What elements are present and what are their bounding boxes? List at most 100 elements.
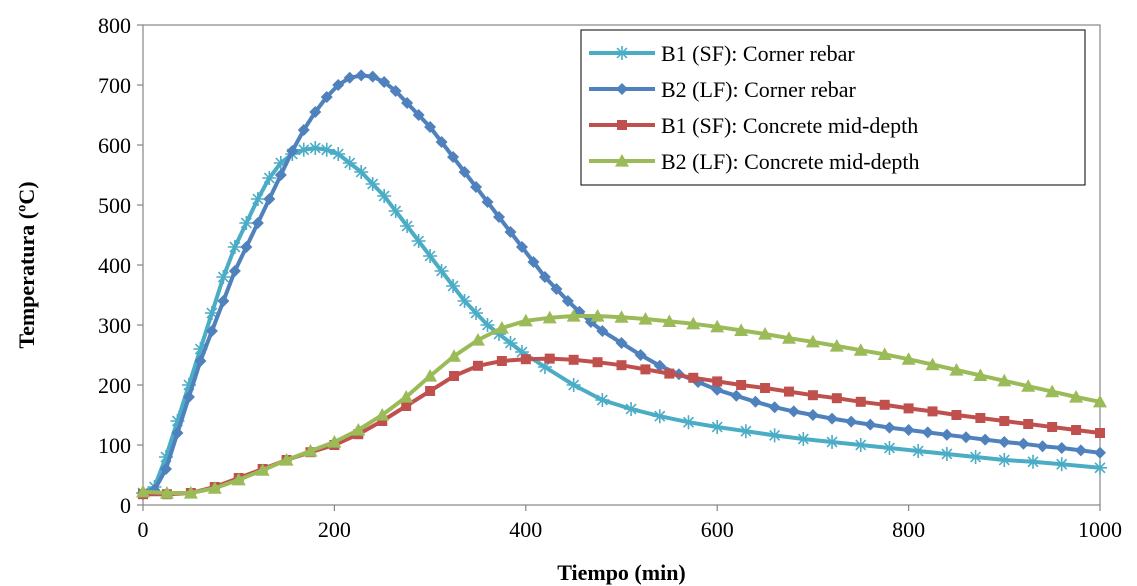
data-point (975, 413, 986, 423)
data-point (520, 354, 531, 365)
data-point (616, 360, 627, 371)
data-point (182, 391, 195, 403)
data-point (566, 378, 581, 392)
data-point (296, 142, 311, 157)
data-point (1094, 446, 1106, 459)
legend-marker (615, 46, 629, 60)
data-point (377, 416, 388, 426)
data-point (159, 486, 174, 499)
data-point (662, 314, 677, 327)
data-point (730, 389, 743, 402)
data-point (239, 216, 254, 230)
data-point (805, 334, 820, 348)
data-point (492, 327, 507, 341)
data-point (1021, 379, 1036, 392)
data-point (378, 76, 391, 88)
data-point (760, 383, 771, 393)
data-point (624, 402, 639, 416)
data-point (274, 169, 287, 181)
data-point (425, 386, 436, 396)
data-point (807, 390, 818, 401)
data-point (447, 151, 460, 163)
data-point (401, 401, 412, 411)
data-point (781, 331, 796, 344)
data-point (279, 453, 294, 466)
data-point (424, 121, 437, 133)
data-point (768, 401, 781, 414)
data-point (377, 189, 392, 203)
data-point (653, 359, 666, 372)
data-point (366, 70, 379, 83)
data-point (351, 423, 366, 436)
data-point (136, 484, 150, 498)
data-point (681, 415, 696, 430)
data-point (738, 424, 753, 439)
data-point (1095, 428, 1105, 438)
data-point (855, 396, 866, 407)
data-point (544, 353, 555, 364)
data-point (927, 406, 938, 417)
data-point (634, 349, 647, 361)
data-point (1036, 440, 1049, 453)
y-tick-label: 200 (98, 373, 131, 398)
x-tick-label: 400 (509, 517, 542, 542)
y-axis-title: Temperatura (ºC) (14, 181, 39, 348)
data-point (688, 372, 699, 383)
data-point (595, 393, 610, 407)
data-point (217, 295, 230, 307)
data-point (1055, 442, 1068, 454)
data-point (561, 295, 574, 307)
data-point (825, 435, 840, 449)
data-point (183, 486, 198, 499)
data-point (472, 360, 483, 371)
data-point (493, 211, 506, 223)
data-point (1093, 394, 1107, 408)
data-point (194, 355, 207, 367)
data-point (227, 240, 242, 254)
data-point (286, 145, 299, 157)
data-point (458, 166, 471, 178)
data-point (423, 249, 438, 263)
data-point (170, 414, 185, 428)
data-point (787, 405, 800, 418)
data-point (207, 481, 222, 494)
data-point (181, 378, 196, 392)
data-point (514, 345, 529, 359)
data-point (204, 306, 219, 320)
data-point (596, 325, 609, 337)
data-point (255, 463, 270, 476)
legend-label: B2 (LF): Corner rebar (661, 77, 857, 102)
data-point (470, 333, 485, 346)
y-tick-label: 100 (98, 433, 131, 458)
data-point (262, 171, 277, 185)
data-point (592, 357, 603, 368)
data-point (566, 309, 581, 322)
data-point (925, 357, 940, 371)
legend-marker (615, 154, 629, 167)
data-point (615, 337, 628, 349)
data-point (412, 109, 425, 121)
data-point (327, 435, 342, 448)
data-point (319, 142, 334, 157)
legend-box (580, 29, 1086, 186)
data-point (949, 363, 964, 376)
data-point (435, 136, 448, 148)
data-point (883, 421, 896, 434)
data-point (399, 390, 414, 403)
x-tick-label: 600 (701, 517, 734, 542)
data-point (1054, 457, 1069, 472)
data-point (903, 403, 914, 414)
data-point (1026, 454, 1041, 469)
legend-item: B1 (SF): Concrete mid-depth (589, 113, 918, 138)
data-point (400, 219, 415, 233)
x-tick-label: 200 (318, 517, 351, 542)
series-4 (136, 309, 1107, 499)
data-point (968, 450, 983, 464)
data-point (550, 283, 563, 295)
data-point (504, 226, 517, 238)
data-point (640, 364, 651, 375)
data-point (251, 217, 264, 229)
data-point (806, 409, 819, 421)
legend-item: B1 (SF): Corner rebar (589, 41, 855, 66)
x-tick-label: 800 (892, 517, 925, 542)
